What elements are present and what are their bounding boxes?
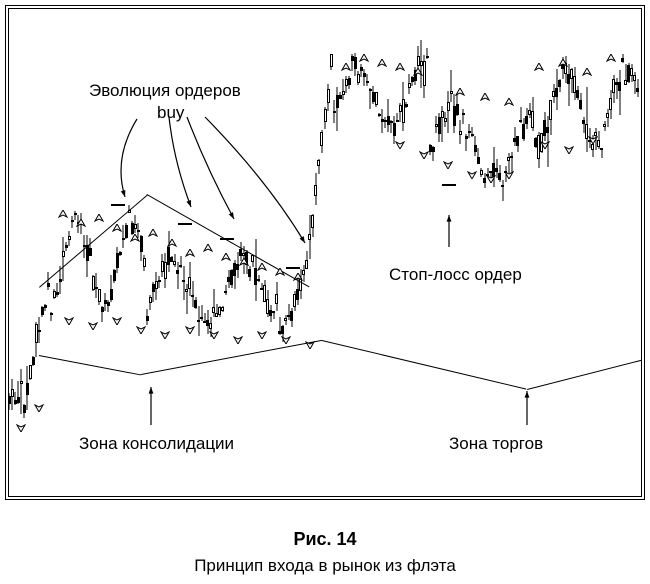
fractal-up-icon	[167, 239, 177, 247]
chart-border: Эволюция ордеровbuy Стоп-лосс ордер Зона к…	[5, 5, 645, 500]
fractal-up-icon	[582, 68, 592, 76]
fractal-down-icon	[233, 336, 243, 344]
figure-number: Рис. 14	[0, 529, 650, 550]
fractal-down-icon	[88, 322, 98, 330]
trend-line	[141, 340, 322, 375]
trend-line	[322, 340, 527, 390]
fractal-up-icon	[606, 54, 616, 62]
fractal-up-icon	[112, 224, 122, 232]
order-level-tick	[111, 204, 125, 206]
fractal-down-icon	[209, 331, 219, 339]
label-evolution_1: Эволюция ордеров	[89, 81, 241, 101]
fractal-up-icon	[455, 88, 465, 96]
fractal-up-icon	[76, 219, 86, 227]
fractal-up-icon	[341, 63, 351, 71]
fractal-down-icon	[564, 146, 574, 154]
fractal-up-icon	[504, 98, 514, 106]
order-level-tick	[286, 267, 300, 269]
fractal-up-icon	[413, 68, 423, 76]
fractal-down-icon	[257, 331, 267, 339]
fractal-up-icon	[395, 63, 405, 71]
label-zone_cons: Зона консолидации	[79, 434, 234, 454]
fractal-up-icon	[148, 229, 158, 237]
chart-area: Эволюция ордеровbuy Стоп-лосс ордер Зона к…	[9, 9, 641, 496]
fractal-down-icon	[64, 317, 74, 325]
label-evolution_2: buy	[157, 103, 184, 123]
fractal-up-icon	[480, 93, 490, 101]
fractal-down-icon	[112, 317, 122, 325]
fractal-up-icon	[558, 59, 568, 67]
label-stoploss: Стоп-лосс ордер	[389, 265, 522, 285]
fractal-up-icon	[94, 214, 104, 222]
fractal-down-icon	[467, 171, 477, 179]
fractal-up-icon	[58, 210, 68, 218]
fractal-down-icon	[588, 136, 598, 144]
figure-frame: Эволюция ордеровbuy Стоп-лосс ордер Зона к…	[0, 0, 650, 584]
fractal-down-icon	[504, 171, 514, 179]
fractal-down-icon	[160, 331, 170, 339]
fractal-down-icon	[281, 336, 291, 344]
trend-line	[39, 355, 142, 375]
order-level-tick	[220, 238, 234, 240]
fractal-up-icon	[221, 253, 231, 261]
fractal-down-icon	[443, 161, 453, 169]
fractal-up-icon	[275, 268, 285, 276]
fractal-up-icon	[130, 234, 140, 242]
fractal-up-icon	[185, 249, 195, 257]
fractal-down-icon	[34, 404, 44, 412]
figure-text: Принцип входа в рынок из флэта	[0, 556, 650, 576]
fractal-down-icon	[419, 151, 429, 159]
order-level-tick	[442, 184, 456, 186]
fractal-up-icon	[534, 63, 544, 71]
fractal-up-icon	[293, 273, 303, 281]
fractal-down-icon	[305, 341, 315, 349]
trend-line	[527, 360, 642, 390]
order-level-tick	[178, 223, 192, 225]
fractal-up-icon	[359, 54, 369, 62]
fractal-down-icon	[486, 175, 496, 183]
label-zone_trade: Зона торгов	[449, 434, 543, 454]
figure-caption: Рис. 14 Принцип входа в рынок из флэта	[0, 529, 650, 576]
fractal-up-icon	[239, 258, 249, 266]
fractal-down-icon	[395, 141, 405, 149]
fractal-up-icon	[203, 244, 213, 252]
fractal-up-icon	[257, 263, 267, 271]
fractal-up-icon	[377, 59, 387, 67]
fractal-down-icon	[136, 326, 146, 334]
fractal-down-icon	[185, 326, 195, 334]
fractal-down-icon	[16, 424, 26, 432]
fractal-down-icon	[540, 141, 550, 149]
